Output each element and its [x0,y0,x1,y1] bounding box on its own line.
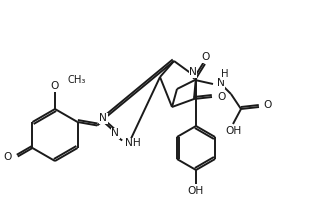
Text: N: N [217,78,225,88]
Text: OH: OH [225,126,241,136]
Text: O: O [51,81,59,91]
Text: O: O [4,152,12,162]
Text: NH: NH [125,138,141,149]
Text: N: N [189,67,197,77]
Text: OH: OH [188,186,204,196]
Text: N: N [99,113,107,123]
Text: CH₃: CH₃ [68,75,86,85]
Text: O: O [202,52,210,62]
Text: O: O [217,92,225,102]
Text: H: H [221,69,229,79]
Text: O: O [263,100,271,110]
Text: N: N [111,128,119,138]
